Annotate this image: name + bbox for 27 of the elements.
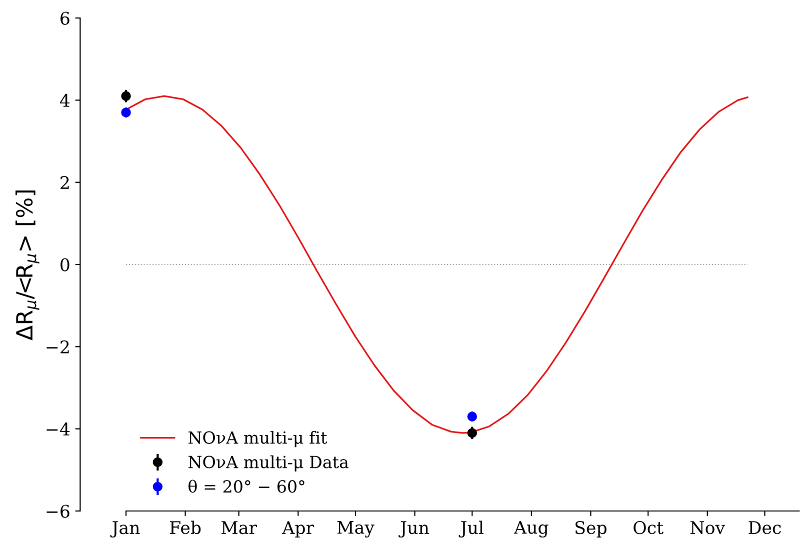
y-tick-label: 6	[60, 12, 70, 25]
y-tick-label: 2	[60, 176, 69, 189]
legend-label: NOνA multi-μ Data	[188, 455, 348, 472]
point	[467, 428, 478, 438]
y-axis-title: ΔR$_{μ}$/<R$_{μ}$> [%]	[16, 190, 40, 340]
x-tick-label: Feb	[170, 520, 201, 534]
y-tick-label: 0	[60, 258, 70, 272]
legend-label: NOνA multi-μ fit	[188, 430, 328, 448]
legend-label: θ = 20° − 60°	[188, 480, 304, 493]
x-tick-label: Jul	[458, 520, 484, 538]
x-tick-label: Jan	[110, 521, 140, 538]
x-tick-label: Aug	[514, 521, 548, 538]
x-tick-label: Apr	[282, 521, 314, 538]
x-tick-label: Sep	[576, 521, 606, 538]
point	[121, 91, 131, 101]
y-tick-label: 4	[60, 94, 70, 107]
x-tick-label: Nov	[690, 521, 726, 534]
point	[121, 108, 131, 118]
x-tick-label: Jun	[398, 521, 429, 538]
y-tick-label: −4	[46, 422, 70, 436]
y-tick-label: −6	[46, 504, 70, 518]
x-tick-label: May	[337, 521, 374, 538]
x-tick-label: Oct	[634, 521, 664, 534]
x-tick-label: Dec	[748, 521, 781, 534]
x-tick-label: Mar	[221, 521, 258, 534]
y-tick-label: −2	[46, 340, 69, 354]
point	[467, 412, 478, 422]
